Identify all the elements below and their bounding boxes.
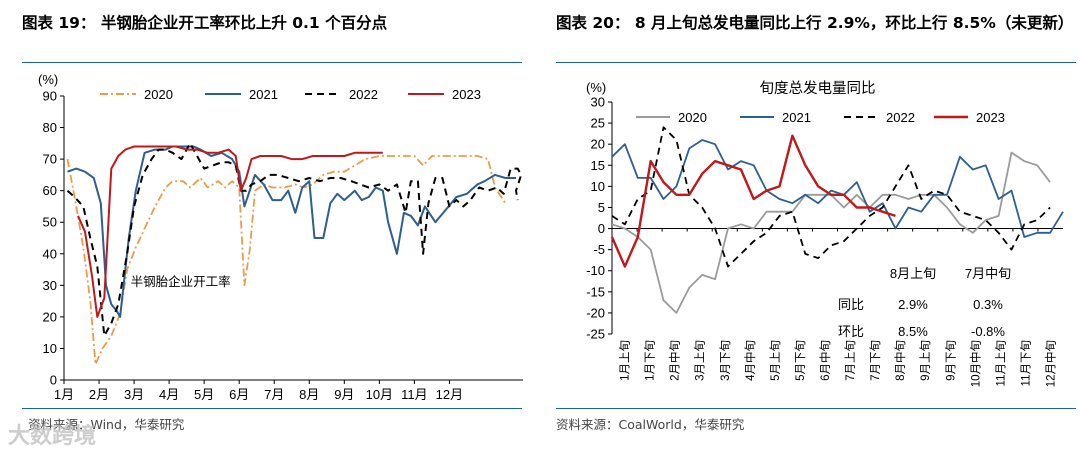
x-tick-label: 7月上旬 <box>844 340 857 381</box>
chart-19-title: 图表 19： 半钢胎企业开工率环比上升 0.1 个百分点 <box>22 14 388 32</box>
x-tick-label: 5月下旬 <box>794 340 807 381</box>
x-tick-label: 5月上旬 <box>769 340 782 381</box>
table-header: 7月中旬 <box>965 266 1011 281</box>
x-tick-label: 4月 <box>159 387 179 402</box>
x-tick-label: 9月 <box>334 387 354 402</box>
table-header: 8月上旬 <box>890 266 936 281</box>
x-tick-label: 2月中旬 <box>669 340 682 381</box>
table-cell: -0.8% <box>971 324 1005 339</box>
x-tick-label: 8月 <box>299 387 319 402</box>
legend-label-2022: 2022 <box>349 87 378 102</box>
y-tick-label: -15 <box>586 284 605 299</box>
x-tick-label: 1月 <box>54 387 74 402</box>
y-tick-label: 10 <box>43 341 57 356</box>
y-tick-label: 10 <box>591 179 605 194</box>
legend-label-2021: 2021 <box>782 110 811 125</box>
legend-label-2021: 2021 <box>249 87 278 102</box>
y-tick-label: 15 <box>591 158 605 173</box>
y-tick-label: 0 <box>598 221 605 236</box>
chart-20-title: 图表 20： 8 月上旬总发电量同比上行 2.9%，环比上行 8.5%（未更新） <box>556 14 1074 32</box>
x-tick-label: 10月 <box>366 387 393 402</box>
legend-label-2020: 2020 <box>678 110 707 125</box>
chart-20-bottom-rule <box>556 408 1076 409</box>
chart-19-svg: (%) 0 10 20 30 40 50 60 70 80 90 1月 2月 3月 4月 5月 6月 7月 8月 9月… <box>38 72 523 402</box>
x-tick-label: 11月 <box>401 387 428 402</box>
x-tick-label: 10月中旬 <box>969 340 982 387</box>
y-axis-unit-label: (%) <box>586 80 606 95</box>
chart-20-svg: 旬度总发电量同比 (%) -25 -20 -15 -10 -5 0 5 10 15 20 25 30 1月上… <box>586 80 1064 387</box>
y-tick-label: -25 <box>586 327 605 342</box>
right-chart-panel: 图表 20： 8 月上旬总发电量同比上行 2.9%，环比上行 8.5%（未更新）… <box>548 0 1080 457</box>
series-line-2022 <box>66 142 523 337</box>
series-line-2023 <box>77 145 383 318</box>
x-tick-label: 9月下旬 <box>944 340 957 381</box>
chart-20-title-rule <box>556 62 1076 63</box>
chart-annotation: 半钢胎企业开工率 <box>131 274 231 289</box>
x-tick-label: 6月中旬 <box>819 340 832 381</box>
x-tick-label: 4月中旬 <box>744 340 757 381</box>
y-tick-label: 60 <box>43 183 57 198</box>
watermark-logo: 大数跨境 <box>8 424 97 449</box>
table-row-label: 同比 <box>838 297 864 312</box>
table-cell: 0.3% <box>973 297 1003 312</box>
y-tick-label: -5 <box>593 242 605 257</box>
x-tick-label: 1月下旬 <box>644 340 657 381</box>
series-line-2021 <box>611 139 1064 238</box>
x-tick-label: 7月 <box>264 387 284 402</box>
legend-label-2022: 2022 <box>886 110 915 125</box>
y-tick-label: 80 <box>43 120 57 135</box>
chart-19-bottom-rule <box>22 408 522 409</box>
series-line-2023 <box>610 134 896 268</box>
x-tick-label: 3月下旬 <box>719 340 732 381</box>
y-tick-label: -20 <box>586 305 605 320</box>
y-tick-label: 70 <box>43 152 57 167</box>
y-tick-label: 30 <box>43 278 57 293</box>
y-axis-unit-label: (%) <box>38 72 58 87</box>
y-tick-label: 50 <box>43 215 57 230</box>
legend-label-2023: 2023 <box>452 87 481 102</box>
legend-label-2023: 2023 <box>976 110 1005 125</box>
y-tick-label: 30 <box>591 95 605 110</box>
y-tick-label: -10 <box>586 263 605 278</box>
series-line-2020 <box>66 155 507 366</box>
series-line-2020 <box>611 151 1051 314</box>
x-tick-label: 1月上旬 <box>619 340 632 381</box>
y-tick-label: 20 <box>591 137 605 152</box>
y-tick-label: 5 <box>598 200 605 215</box>
y-tick-label: 20 <box>43 309 57 324</box>
y-tick-label: 90 <box>43 89 57 104</box>
chart-20-source: 资料来源：CoalWorld，华泰研究 <box>556 417 745 432</box>
x-tick-label: 2月 <box>89 387 109 402</box>
x-tick-label: 3月上旬 <box>694 340 707 381</box>
y-tick-label: 40 <box>43 246 57 261</box>
legend-label-2020: 2020 <box>144 87 173 102</box>
y-tick-label: 25 <box>591 116 605 131</box>
chart-20-inner-title: 旬度总发电量同比 <box>760 80 876 97</box>
table-row-label: 环比 <box>838 324 864 339</box>
x-tick-label: 3月 <box>124 387 144 402</box>
table-cell: 8.5% <box>898 324 928 339</box>
x-tick-label: 12月 <box>436 387 463 402</box>
x-tick-label: 9月上旬 <box>919 340 932 381</box>
chart-19-source: 资料来源：Wind，华泰研究 <box>28 417 185 432</box>
x-tick-label: 8月中旬 <box>894 340 907 381</box>
x-tick-label: 11月下旬 <box>1019 340 1032 386</box>
x-tick-label: 12月中旬 <box>1044 340 1057 387</box>
x-tick-label: 11月上旬 <box>994 340 1007 386</box>
series-line-2022 <box>611 126 1051 268</box>
x-tick-label: 6月 <box>229 387 249 402</box>
x-tick-label: 5月 <box>194 387 214 402</box>
chart-19-title-rule <box>22 62 522 63</box>
table-cell: 2.9% <box>898 297 928 312</box>
series-line-2021 <box>67 145 516 318</box>
y-tick-label: 0 <box>50 373 57 388</box>
left-chart-panel: 图表 19： 半钢胎企业开工率环比上升 0.1 个百分点 (%) 0 10 20 30 4… <box>0 0 528 457</box>
x-tick-label: 7月下旬 <box>869 340 882 381</box>
